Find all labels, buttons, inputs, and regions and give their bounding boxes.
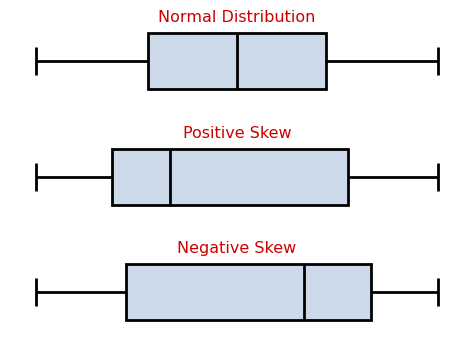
Text: Negative Skew: Negative Skew [177,241,297,256]
Bar [112,148,348,205]
Bar [126,264,371,321]
Text: Normal Distribution: Normal Distribution [158,10,316,25]
Text: Positive Skew: Positive Skew [182,126,292,141]
Bar [148,33,326,90]
